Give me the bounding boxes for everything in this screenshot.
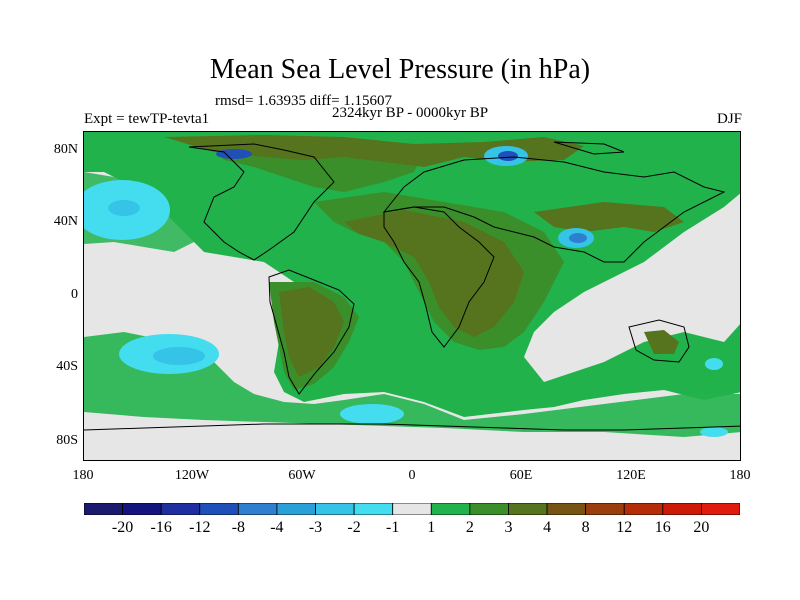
colorbar-label: -2: [347, 519, 361, 536]
south-atlantic-low: [340, 404, 404, 424]
colorbar-label: 20: [693, 519, 710, 536]
colorbar: [84, 503, 740, 515]
x-tick-label: 120W: [174, 468, 210, 483]
north-pacific-low-inner: [108, 200, 140, 216]
contour-band-3-4-asia: [534, 202, 684, 232]
colorbar-swatch: [546, 503, 587, 515]
colorbar-label: -20: [111, 519, 134, 536]
tibet-low-inner: [569, 233, 587, 243]
east-indian-ocean-low: [705, 358, 723, 370]
colorbar-label: -3: [308, 519, 323, 536]
page-title: Mean Sea Level Pressure (in hPa): [209, 54, 591, 85]
x-tick-label: 60E: [509, 468, 533, 483]
colorbar-label: 8: [581, 519, 590, 536]
colorbar-label: -1: [386, 519, 400, 536]
colorbar-label: 3: [504, 519, 513, 536]
south-pacific-low-inner: [153, 347, 205, 365]
colorbar-swatch: [662, 503, 702, 515]
colorbar-swatch: [585, 503, 625, 515]
colorbar-label: -4: [270, 519, 284, 536]
map-canvas: [84, 132, 740, 460]
colorbar-swatch: [84, 503, 123, 515]
y-tick-label: 80S: [56, 433, 78, 448]
y-tick-label: 40S: [56, 359, 78, 374]
arctic-low: [216, 149, 252, 159]
experiment-label: Expt = tewTP-tevta1: [84, 111, 210, 127]
colorbar-label: -16: [150, 519, 172, 536]
y-tick-label: 80N: [53, 142, 78, 157]
colorbar-label: 16: [654, 519, 671, 536]
colorbar-swatch: [315, 503, 355, 515]
season-label: DJF: [716, 111, 742, 127]
colorbar-swatch: [469, 503, 509, 515]
contour-band-3-4-samerica: [279, 287, 344, 377]
colorbar-swatch: [701, 503, 740, 515]
y-tick-label: 40N: [53, 214, 78, 229]
x-tick-label: 60W: [288, 468, 316, 483]
rmsd-diff-label: rmsd= 1.63935 diff= 1.15607: [215, 93, 393, 109]
antarctic-low: [700, 427, 728, 437]
colorbar-label: 2: [465, 519, 474, 536]
colorbar-swatch: [160, 503, 201, 515]
x-tick-label: 0: [408, 468, 416, 483]
colorbar-label: 12: [616, 519, 633, 536]
colorbar-swatch: [237, 503, 278, 515]
colorbar-swatch: [276, 503, 316, 515]
colorbar-swatch: [392, 503, 432, 515]
x-tick-label: 180: [72, 468, 94, 483]
period-subtitle: 2324kyr BP - 0000kyr BP: [331, 105, 489, 121]
contour-band-1-2-south: [84, 332, 740, 437]
colorbar-swatch: [199, 503, 239, 515]
colorbar-swatch: [430, 503, 471, 515]
x-tick-label: 180: [729, 468, 751, 483]
y-tick-label: 0: [71, 287, 78, 302]
siberia-low-inner: [498, 151, 518, 161]
colorbar-swatch: [623, 503, 664, 515]
colorbar-swatch: [353, 503, 394, 515]
contour-band-3-4-arctic: [164, 135, 584, 167]
map-panel: [83, 131, 741, 461]
colorbar-label: 1: [427, 519, 436, 536]
coastlines: [84, 141, 740, 431]
x-tick-label: 120E: [616, 468, 646, 483]
contour-band-3-4-australia: [644, 330, 679, 354]
colorbar-swatch: [122, 503, 162, 515]
colorbar-label: 4: [543, 519, 552, 536]
colorbar-swatch: [508, 503, 548, 515]
colorbar-label: -12: [189, 519, 211, 536]
colorbar-label: -8: [231, 519, 246, 536]
